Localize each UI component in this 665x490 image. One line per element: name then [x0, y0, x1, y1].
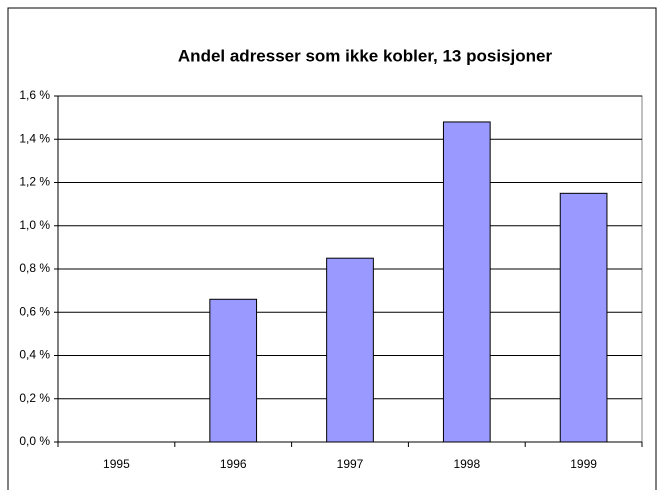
y-tick-label: 0,6 %: [19, 304, 50, 318]
y-tick-label: 0,8 %: [19, 261, 50, 275]
chart-title: Andel adresser som ikke kobler, 13 posis…: [178, 46, 553, 65]
y-tick-label: 1,6 %: [19, 88, 50, 102]
y-tick-label: 0,4 %: [19, 348, 50, 362]
bar: [559, 192, 608, 443]
bar: [326, 257, 374, 443]
x-tick-label: 1998: [453, 457, 480, 471]
bar: [442, 121, 491, 443]
y-tick-label: 1,2 %: [19, 175, 50, 189]
x-tick-label: 1995: [103, 457, 130, 471]
bar: [209, 298, 258, 443]
y-tick-label: 0,2 %: [19, 391, 50, 405]
x-tick-label: 1996: [220, 457, 247, 471]
x-tick-label: 1997: [337, 457, 364, 471]
chart-frame: [7, 7, 657, 490]
y-tick-label: 0,0 %: [19, 434, 50, 448]
y-tick-label: 1,0 %: [19, 218, 50, 232]
x-tick-label: 1999: [570, 457, 597, 471]
y-tick-label: 1,4 %: [19, 131, 50, 145]
